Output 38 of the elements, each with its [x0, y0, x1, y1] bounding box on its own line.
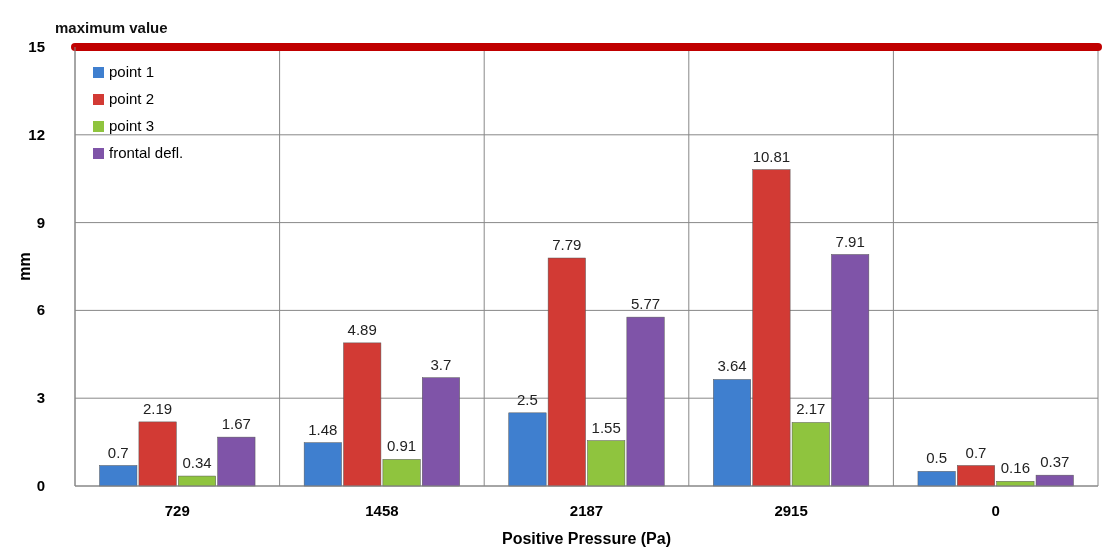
- data-label: 2.5: [517, 390, 538, 408]
- x-axis-title: Positive Pressure (Pa): [502, 530, 671, 547]
- legend-label: point 3: [109, 117, 155, 134]
- y-tick-label: 3: [36, 389, 45, 407]
- ref-line-label: maximum value: [55, 19, 168, 36]
- data-label: 0.91: [386, 437, 417, 455]
- data-label: 3.64: [717, 357, 747, 375]
- data-label: 10.81: [752, 147, 791, 165]
- y-tick-label: 6: [36, 301, 45, 319]
- y-tick-label: 9: [36, 213, 45, 231]
- data-label: 3.7: [430, 355, 452, 373]
- data-label: 0.5: [926, 449, 948, 467]
- x-tick-label: 1458: [365, 502, 399, 519]
- legend-label: point 1: [109, 63, 155, 80]
- legend-label: frontal defl.: [109, 144, 184, 161]
- y-axis-title: mm: [16, 252, 33, 281]
- data-label: 2.17: [796, 400, 826, 418]
- y-tick-label: 12: [28, 125, 45, 143]
- data-label: 4.89: [347, 320, 377, 338]
- data-label: 7.91: [835, 232, 865, 250]
- data-label: 1.55: [591, 418, 621, 436]
- y-tick-label: 15: [28, 38, 45, 55]
- data-label: 7.79: [552, 236, 582, 254]
- data-label: 0.37: [1040, 453, 1070, 471]
- legend-label: point 2: [109, 90, 155, 107]
- x-tick-label: 2915: [774, 502, 808, 519]
- data-label: 2.19: [143, 399, 173, 417]
- data-label: 0.16: [1000, 459, 1030, 477]
- data-label: 0.7: [107, 443, 129, 461]
- data-label: 0.34: [182, 454, 212, 472]
- x-tick-label: 0: [991, 502, 1000, 519]
- data-label: 5.77: [630, 295, 661, 313]
- data-label: 1.48: [308, 420, 338, 438]
- data-label: 0.7: [965, 443, 987, 461]
- data-label: 1.67: [221, 415, 251, 433]
- x-tick-label: 2187: [569, 502, 604, 519]
- x-tick-label: 729: [164, 502, 190, 519]
- y-tick-label: 0: [36, 477, 45, 494]
